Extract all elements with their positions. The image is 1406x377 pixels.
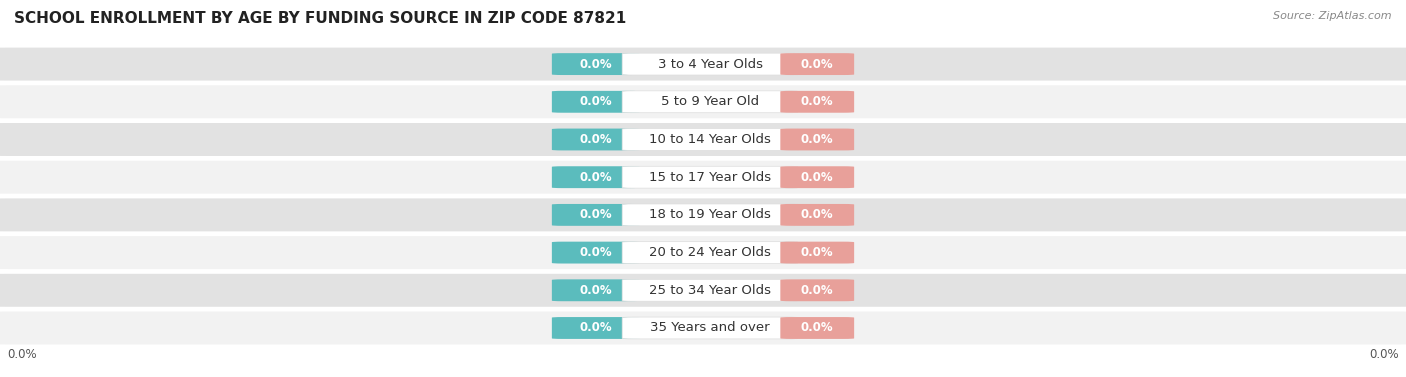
Text: 3 to 4 Year Olds: 3 to 4 Year Olds bbox=[658, 58, 762, 70]
FancyBboxPatch shape bbox=[0, 122, 1406, 157]
Text: 0.0%: 0.0% bbox=[579, 133, 612, 146]
FancyBboxPatch shape bbox=[621, 166, 799, 188]
FancyBboxPatch shape bbox=[551, 91, 640, 113]
Text: 0.0%: 0.0% bbox=[801, 246, 834, 259]
FancyBboxPatch shape bbox=[621, 242, 799, 264]
FancyBboxPatch shape bbox=[0, 198, 1406, 232]
FancyBboxPatch shape bbox=[0, 311, 1406, 345]
FancyBboxPatch shape bbox=[551, 317, 640, 339]
FancyBboxPatch shape bbox=[551, 53, 640, 75]
FancyBboxPatch shape bbox=[0, 47, 1406, 82]
Text: 0.0%: 0.0% bbox=[801, 208, 834, 221]
FancyBboxPatch shape bbox=[621, 204, 799, 226]
FancyBboxPatch shape bbox=[621, 91, 799, 113]
FancyBboxPatch shape bbox=[0, 235, 1406, 270]
FancyBboxPatch shape bbox=[780, 129, 855, 150]
Text: 0.0%: 0.0% bbox=[579, 171, 612, 184]
Text: 25 to 34 Year Olds: 25 to 34 Year Olds bbox=[650, 284, 770, 297]
FancyBboxPatch shape bbox=[551, 242, 640, 264]
Text: 0.0%: 0.0% bbox=[801, 171, 834, 184]
Text: 18 to 19 Year Olds: 18 to 19 Year Olds bbox=[650, 208, 770, 221]
FancyBboxPatch shape bbox=[780, 242, 855, 264]
Text: 5 to 9 Year Old: 5 to 9 Year Old bbox=[661, 95, 759, 108]
FancyBboxPatch shape bbox=[551, 204, 640, 226]
Text: 0.0%: 0.0% bbox=[579, 58, 612, 70]
Text: 0.0%: 0.0% bbox=[579, 322, 612, 334]
Text: 20 to 24 Year Olds: 20 to 24 Year Olds bbox=[650, 246, 770, 259]
Text: 0.0%: 0.0% bbox=[801, 95, 834, 108]
Text: 0.0%: 0.0% bbox=[7, 348, 37, 361]
FancyBboxPatch shape bbox=[551, 129, 640, 150]
FancyBboxPatch shape bbox=[621, 317, 799, 339]
FancyBboxPatch shape bbox=[780, 204, 855, 226]
FancyBboxPatch shape bbox=[780, 166, 855, 188]
Text: 35 Years and over: 35 Years and over bbox=[650, 322, 770, 334]
Text: 0.0%: 0.0% bbox=[579, 208, 612, 221]
Text: 0.0%: 0.0% bbox=[579, 284, 612, 297]
Text: 0.0%: 0.0% bbox=[579, 246, 612, 259]
FancyBboxPatch shape bbox=[0, 273, 1406, 308]
Text: SCHOOL ENROLLMENT BY AGE BY FUNDING SOURCE IN ZIP CODE 87821: SCHOOL ENROLLMENT BY AGE BY FUNDING SOUR… bbox=[14, 11, 626, 26]
Text: 10 to 14 Year Olds: 10 to 14 Year Olds bbox=[650, 133, 770, 146]
FancyBboxPatch shape bbox=[780, 91, 855, 113]
FancyBboxPatch shape bbox=[0, 84, 1406, 120]
FancyBboxPatch shape bbox=[551, 279, 640, 301]
FancyBboxPatch shape bbox=[621, 279, 799, 301]
Text: Source: ZipAtlas.com: Source: ZipAtlas.com bbox=[1274, 11, 1392, 21]
FancyBboxPatch shape bbox=[780, 317, 855, 339]
FancyBboxPatch shape bbox=[780, 53, 855, 75]
FancyBboxPatch shape bbox=[621, 129, 799, 150]
Text: 0.0%: 0.0% bbox=[801, 322, 834, 334]
FancyBboxPatch shape bbox=[0, 160, 1406, 195]
Text: 0.0%: 0.0% bbox=[801, 58, 834, 70]
Text: 0.0%: 0.0% bbox=[801, 133, 834, 146]
FancyBboxPatch shape bbox=[551, 166, 640, 188]
Text: 15 to 17 Year Olds: 15 to 17 Year Olds bbox=[650, 171, 770, 184]
FancyBboxPatch shape bbox=[780, 279, 855, 301]
Text: 0.0%: 0.0% bbox=[1369, 348, 1399, 361]
Text: 0.0%: 0.0% bbox=[579, 95, 612, 108]
Text: 0.0%: 0.0% bbox=[801, 284, 834, 297]
FancyBboxPatch shape bbox=[621, 53, 799, 75]
